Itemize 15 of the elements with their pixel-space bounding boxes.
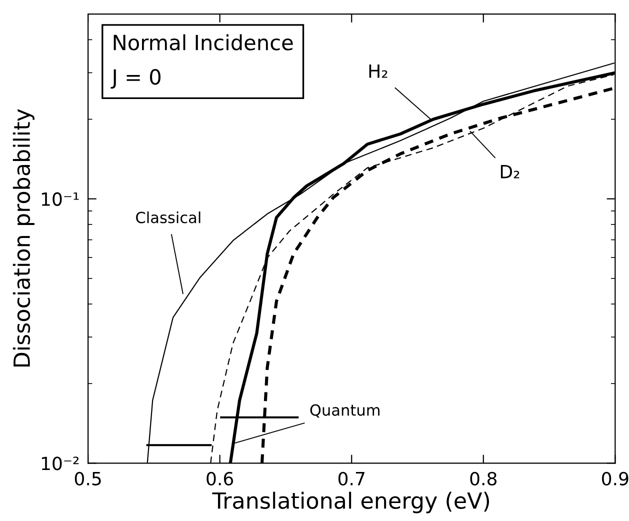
annotation: Classical	[136, 211, 200, 224]
x-tick-label: 0.8	[470, 472, 497, 486]
annotation: Normal Incidence	[114, 34, 293, 50]
y-axis-title: Dissociation probability	[12, 109, 34, 367]
annotation: H₂	[369, 64, 388, 78]
x-tick-label: 0.6	[206, 472, 234, 486]
x-tick-label: 0.5	[74, 472, 101, 486]
y-tick-label: 10⁻¹	[42, 192, 79, 206]
x-tick-label: 0.9	[602, 472, 628, 486]
annotation: Quantum	[310, 404, 380, 418]
x-tick-label: 0.7	[338, 472, 364, 486]
annotation: D₂	[500, 165, 520, 178]
annotation: J = 0	[110, 69, 160, 89]
x-axis-title: Translational energy (eV)	[212, 492, 490, 514]
y-tick-label: 10⁻²	[42, 456, 79, 470]
